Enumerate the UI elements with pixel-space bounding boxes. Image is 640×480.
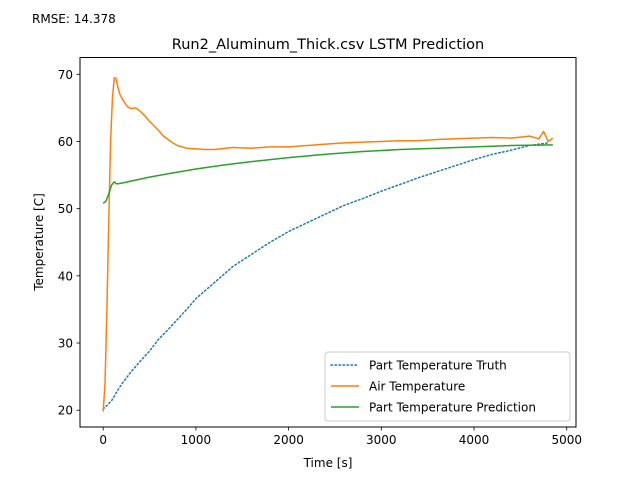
x-tick-label: 0 xyxy=(99,433,107,447)
plot-area xyxy=(102,76,554,412)
y-tick-label: 50 xyxy=(58,202,73,216)
y-tick-label: 20 xyxy=(58,404,73,418)
series-line-air-temperature xyxy=(102,76,554,412)
y-tick-label: 70 xyxy=(58,68,73,82)
axes-frame xyxy=(79,57,577,428)
y-tick-label: 60 xyxy=(58,135,73,149)
legend-label-part-temperature-truth: Part Temperature Truth xyxy=(369,359,507,373)
x-tick-label: 3000 xyxy=(366,433,397,447)
x-axis-label: Time [s] xyxy=(303,456,353,470)
series-line-part-temperature-prediction xyxy=(102,144,553,204)
legend-box xyxy=(324,351,571,422)
x-tick-label: 1000 xyxy=(181,433,212,447)
axis-ticks: 0 1000 2000 3000 4000 5000 20 30 40 50 60 70 xyxy=(58,68,582,447)
chart-title: Run2_Aluminum_Thick.csv LSTM Prediction xyxy=(172,37,484,53)
legend-label-air-temperature: Air Temperature xyxy=(369,380,465,394)
x-tick-label: 5000 xyxy=(551,433,582,447)
x-tick-label: 4000 xyxy=(459,433,490,447)
series-line-part-temperature-truth xyxy=(102,142,549,410)
y-axis-label: Temperature [C] xyxy=(32,193,46,292)
y-tick-label: 40 xyxy=(58,269,73,283)
legend-label-part-temperature-prediction: Part Temperature Prediction xyxy=(369,401,536,415)
legend: Part Temperature Truth Air Temperature P… xyxy=(324,351,571,422)
rmse-annotation: RMSE: 14.378 xyxy=(32,12,116,26)
y-tick-label: 30 xyxy=(58,337,73,351)
x-tick-label: 2000 xyxy=(273,433,304,447)
